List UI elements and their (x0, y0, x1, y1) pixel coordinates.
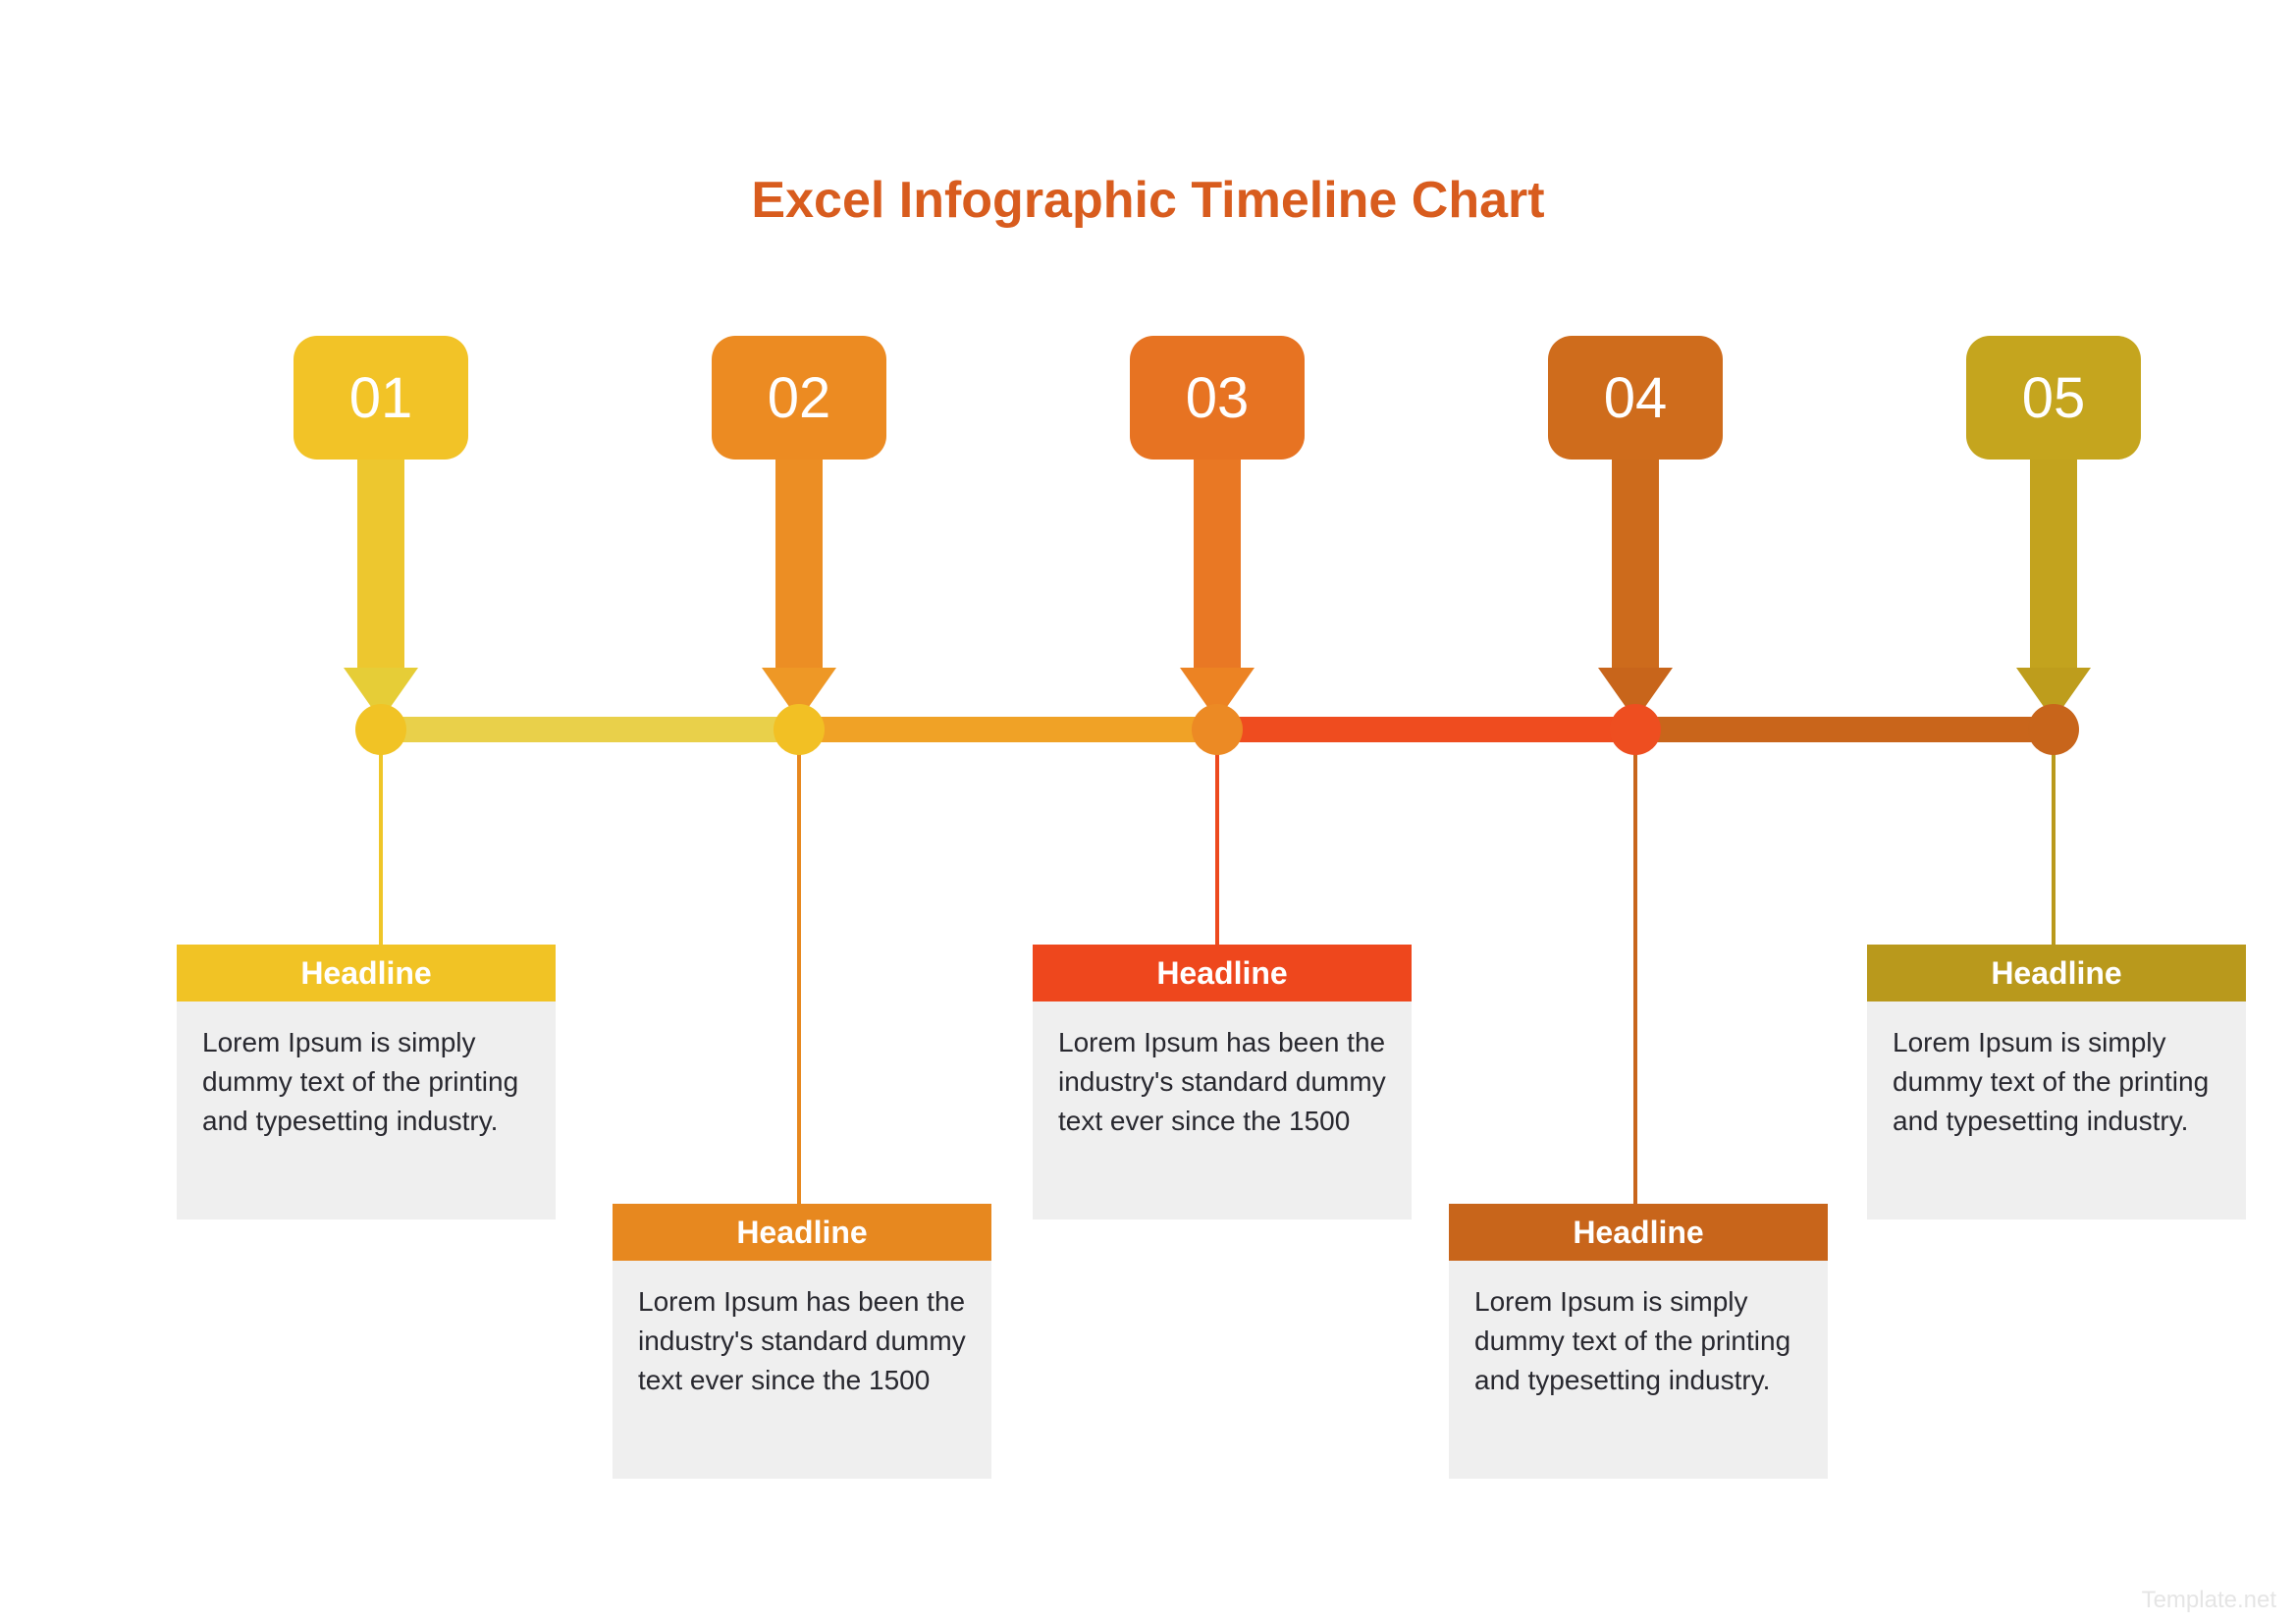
card-body-text: Lorem Ipsum has been the industry's stan… (1033, 1001, 1412, 1219)
step-number: 03 (1186, 365, 1250, 431)
arrow-stem (1612, 460, 1659, 668)
card-body-text: Lorem Ipsum is simply dummy text of the … (177, 1001, 556, 1219)
timeline-infographic: Excel Infographic Timeline Chart 01 Headl… (0, 0, 2296, 1624)
step-number: 05 (2022, 365, 2086, 431)
info-card: HeadlineLorem Ipsum has been the industr… (1033, 945, 1412, 1219)
info-card: HeadlineLorem Ipsum is simply dummy text… (1449, 1204, 1828, 1479)
timeline-segment (1217, 717, 1635, 742)
step-number: 04 (1604, 365, 1668, 431)
card-body-text: Lorem Ipsum is simply dummy text of the … (1867, 1001, 2246, 1219)
timeline-segment (377, 717, 799, 742)
connector-line (2052, 742, 2056, 945)
step-number: 02 (768, 365, 831, 431)
connector-line (797, 742, 801, 1204)
timeline-segment (1635, 717, 2054, 742)
info-card: HeadlineLorem Ipsum is simply dummy text… (1867, 945, 2246, 1219)
chart-title: Excel Infographic Timeline Chart (0, 171, 2296, 230)
arrow-stem (775, 460, 823, 668)
card-body-text: Lorem Ipsum is simply dummy text of the … (1449, 1261, 1828, 1479)
step-badge: 03 (1130, 336, 1305, 460)
arrow-stem (2030, 460, 2077, 668)
timeline-dot (2028, 704, 2079, 755)
card-headline: Headline (1449, 1204, 1828, 1261)
step-badge: 05 (1966, 336, 2141, 460)
step-badge: 01 (294, 336, 468, 460)
arrow-stem (1194, 460, 1241, 668)
step-number: 01 (349, 365, 413, 431)
step-badge: 02 (712, 336, 886, 460)
connector-line (1633, 742, 1637, 1204)
info-card: HeadlineLorem Ipsum is simply dummy text… (177, 945, 556, 1219)
timeline-dot (774, 704, 825, 755)
timeline-segment (799, 717, 1217, 742)
timeline-dot (355, 704, 406, 755)
watermark: Template.net (2142, 1587, 2276, 1614)
timeline-dot (1610, 704, 1661, 755)
connector-line (1215, 742, 1219, 945)
card-headline: Headline (1033, 945, 1412, 1001)
timeline-dot (1192, 704, 1243, 755)
card-body-text: Lorem Ipsum has been the industry's stan… (613, 1261, 991, 1479)
info-card: HeadlineLorem Ipsum has been the industr… (613, 1204, 991, 1479)
card-headline: Headline (177, 945, 556, 1001)
arrow-stem (357, 460, 404, 668)
card-headline: Headline (1867, 945, 2246, 1001)
card-headline: Headline (613, 1204, 991, 1261)
connector-line (379, 742, 383, 945)
step-badge: 04 (1548, 336, 1723, 460)
